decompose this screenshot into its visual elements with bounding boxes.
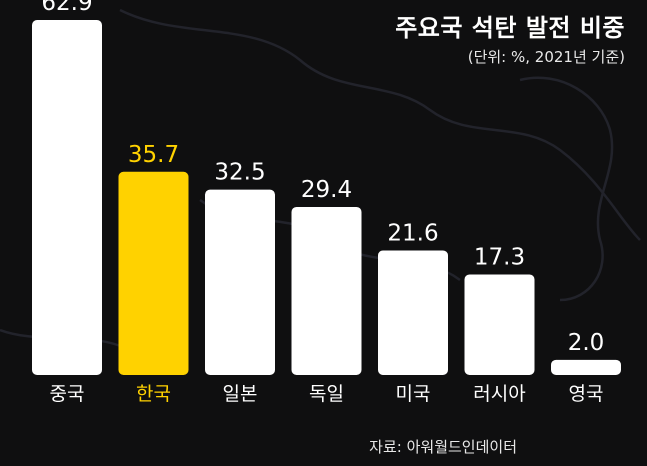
- bar-4: [378, 250, 448, 375]
- bar-5: [464, 274, 535, 375]
- bar-3: [291, 206, 362, 375]
- category-label-6: 영국: [569, 383, 604, 405]
- bar-6: [551, 359, 621, 375]
- category-label-2: 일본: [223, 383, 258, 405]
- value-label-0: 62.9: [41, 0, 92, 16]
- category-label-3: 독일: [309, 383, 344, 405]
- bar-2: [205, 189, 275, 375]
- category-label-5: 러시아: [473, 383, 525, 405]
- bar-series: [32, 20, 621, 375]
- value-label-2: 32.5: [214, 160, 265, 186]
- category-label-4: 미국: [396, 383, 431, 405]
- value-labels: 62.9 35.7 32.5 29.4 21.6 17.3 2.0: [41, 0, 604, 356]
- chart-title: 주요국 석탄 발전 비중: [395, 14, 625, 42]
- value-label-5: 17.3: [474, 244, 525, 270]
- value-label-1: 35.7: [128, 142, 179, 168]
- category-label-0: 중국: [50, 383, 85, 405]
- bar-0: [32, 20, 102, 375]
- category-labels: 중국 한국 일본 독일 미국 러시아 영국: [50, 383, 604, 405]
- value-label-3: 29.4: [301, 177, 352, 203]
- value-label-4: 21.6: [387, 220, 438, 246]
- source-note: 자료: 아워월드인데이터: [369, 438, 517, 456]
- value-label-6: 2.0: [568, 330, 605, 356]
- category-label-1: 한국: [136, 383, 171, 405]
- chart-subtitle: (단위: %, 2021년 기준): [467, 48, 625, 66]
- bar-1: [118, 171, 189, 375]
